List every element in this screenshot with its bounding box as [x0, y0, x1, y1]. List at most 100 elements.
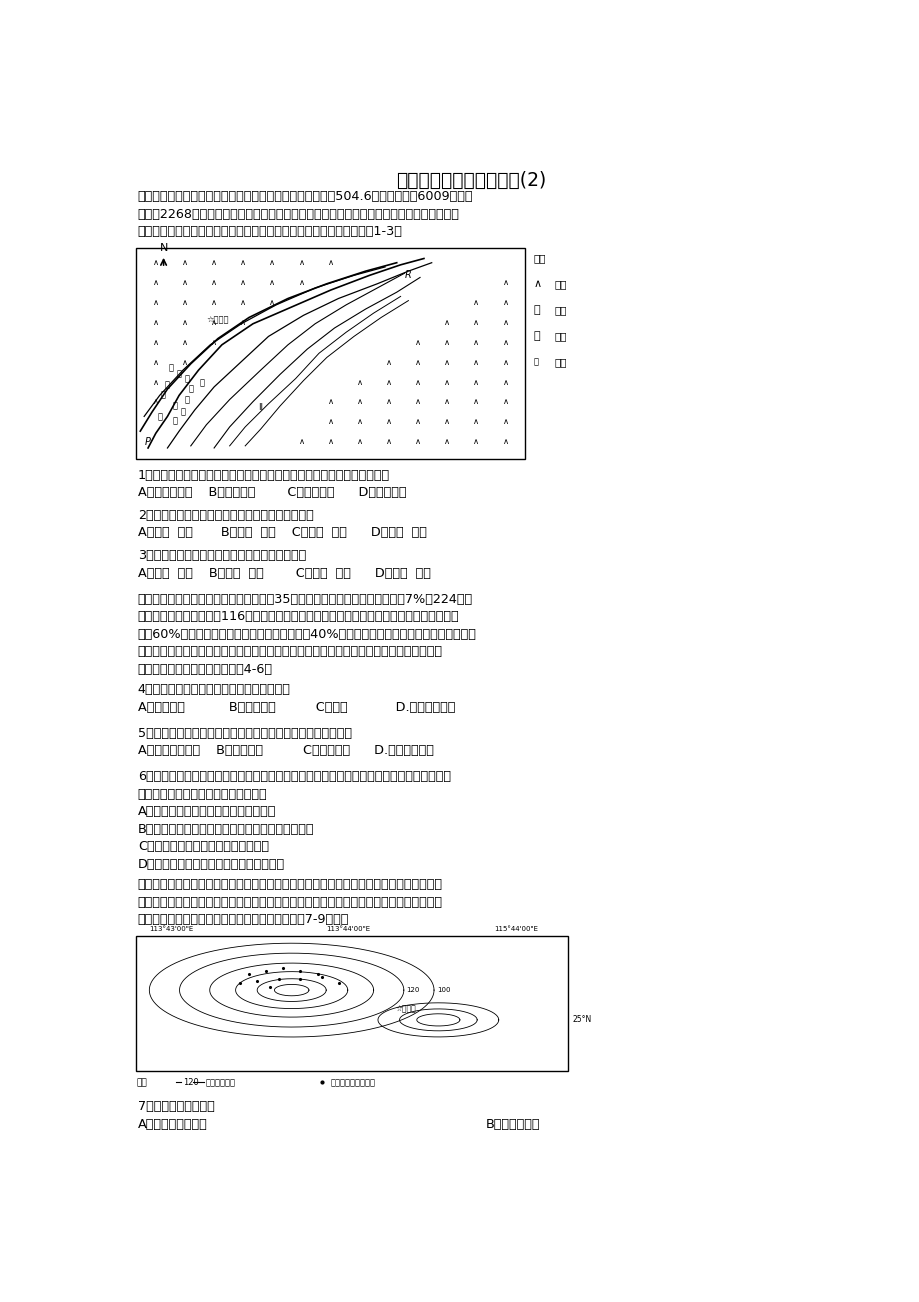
Text: ∧: ∧	[357, 437, 362, 447]
Text: 不少专家坦言，全球森林面积增加未必是好事，因为这表明受农业扩张驱动的森林砍伐会在: 不少专家坦言，全球森林面积增加未必是好事，因为这表明受农业扩张驱动的森林砍伐会在	[138, 646, 442, 659]
Text: ∧: ∧	[327, 258, 334, 267]
Text: ∧: ∧	[385, 397, 391, 406]
Text: 山地: 山地	[554, 279, 567, 289]
Text: 沙洲: 沙洲	[554, 331, 567, 341]
Text: ∧: ∧	[385, 417, 391, 426]
Text: 图例: 图例	[136, 1078, 147, 1087]
Text: ⌢: ⌢	[161, 391, 166, 400]
Text: ∧: ∧	[502, 279, 508, 288]
Text: ∧: ∧	[385, 358, 391, 367]
Text: ∧: ∧	[182, 358, 187, 367]
Text: A．温带落叶阔叶林: A．温带落叶阔叶林	[138, 1118, 208, 1131]
Text: ∧: ∧	[269, 258, 275, 267]
Text: ∧: ∧	[182, 298, 187, 307]
Text: ∧: ∧	[472, 298, 479, 307]
Text: ∧: ∧	[298, 437, 304, 447]
Text: ∧: ∧	[182, 258, 187, 267]
Text: 丹霞山地处南岭山脉中段南麓，丹霞梧桐是多年生小乔木，属国家珍稀濒危保护植物，每年: 丹霞山地处南岭山脉中段南麓，丹霞梧桐是多年生小乔木，属国家珍稀濒危保护植物，每年	[138, 879, 442, 892]
Text: ∧: ∧	[269, 298, 275, 307]
Text: 方公里，裸地覆盖减少了116万平方公里，这些变化主要集中在山区、温带以及亚热带地区。: 方公里，裸地覆盖减少了116万平方公里，这些变化主要集中在山区、温带以及亚热带地…	[138, 611, 459, 624]
Text: ∧: ∧	[502, 397, 508, 406]
Text: ∧: ∧	[153, 298, 159, 307]
Text: ∧: ∧	[414, 397, 421, 406]
Text: A．夏季  冬季    B．夏季  春季        C．冬季  冬季      D．春季  夏季: A．夏季 冬季 B．夏季 春季 C．冬季 冬季 D．春季 夏季	[138, 566, 430, 579]
Text: ∧: ∧	[357, 397, 362, 406]
Text: ∧: ∧	[385, 378, 391, 387]
Text: R: R	[404, 271, 412, 280]
Text: 113°43'00"E: 113°43'00"E	[149, 926, 193, 932]
Text: ∧: ∧	[298, 258, 304, 267]
Text: II: II	[258, 404, 263, 413]
Text: 青藏高原南侧的雅鲁藏布大峡谷是地球上最深的峡谷，全长504.6千米，最深处6009米，平: 青藏高原南侧的雅鲁藏布大峡谷是地球上最深的峡谷，全长504.6千米，最深处600…	[138, 190, 472, 203]
Text: ∧: ∧	[472, 337, 479, 346]
Text: 100: 100	[437, 987, 450, 993]
Text: ⌢: ⌢	[180, 408, 186, 417]
Text: 120: 120	[406, 987, 420, 993]
Text: ∧: ∧	[327, 437, 334, 447]
Text: 图例: 图例	[533, 253, 546, 263]
Text: ∧: ∧	[327, 397, 334, 406]
Text: 2．图中宽谷形成所对应的岩性及所受的外力作用是: 2．图中宽谷形成所对应的岩性及所受的外力作用是	[138, 509, 313, 522]
Text: 美国马里兰大学的研究人员发现，在过去35年间，全球的林木树冠覆盖增加了7%或224万平: 美国马里兰大学的研究人员发现，在过去35年间，全球的林木树冠覆盖增加了7%或22…	[138, 592, 472, 605]
Text: 3．宽谷中沙洲及南岸沙丘增长最快的季节分别是: 3．宽谷中沙洲及南岸沙丘增长最快的季节分别是	[138, 549, 306, 562]
Text: C．热带地区毁林开荒的经济效益低下: C．热带地区毁林开荒的经济效益低下	[138, 840, 268, 853]
Text: 6．对「全球森林面积增加未必是好事，因为这表明受农业扩张驱动的森林砍伐会在热带地区: 6．对「全球森林面积增加未必是好事，因为这表明受农业扩张驱动的森林砍伐会在热带地…	[138, 769, 450, 783]
Text: ∧: ∧	[269, 279, 275, 288]
Text: ☆正确云: ☆正确云	[395, 1005, 415, 1013]
Text: ∧: ∧	[444, 378, 449, 387]
Text: 等高线（米）: 等高线（米）	[205, 1078, 235, 1087]
Text: 布江某段（自西南流向东北）河谷及周边地貌图。阅读图文材料，完成1-3题: 布江某段（自西南流向东北）河谷及周边地貌图。阅读图文材料，完成1-3题	[138, 225, 403, 238]
Text: ⌢: ⌢	[165, 380, 170, 389]
Text: 5．下列地区中，森林覆盖率上升受气候变化因素影响最小的是: 5．下列地区中，森林覆盖率上升受气候变化因素影响最小的是	[138, 727, 351, 740]
Text: ⌢: ⌢	[169, 363, 174, 372]
Text: ⌢: ⌢	[199, 378, 205, 387]
Text: ∧: ∧	[240, 258, 246, 267]
Text: B．热带季雨林: B．热带季雨林	[485, 1118, 539, 1131]
Text: ∧: ∧	[153, 279, 159, 288]
Text: ∧: ∧	[240, 318, 246, 327]
Text: 115°44'00"E: 115°44'00"E	[494, 926, 538, 932]
Text: A．退耕还林           B．围栏放牧          C．弃耕            D.调整农业结构: A．退耕还林 B．围栏放牧 C．弃耕 D.调整农业结构	[138, 700, 455, 713]
Text: 越来越突出。」这一句话的正确理解是: 越来越突出。」这一句话的正确理解是	[138, 788, 267, 801]
Text: ☆正确云: ☆正确云	[206, 315, 229, 324]
Text: ∧: ∧	[414, 417, 421, 426]
Text: ∧: ∧	[210, 337, 217, 346]
Text: ∧: ∧	[153, 397, 159, 406]
Text: A．坚硬  下蚀       B．坚硬  侧蚀    C．松软  下蚀      D．松软  侧蚀: A．坚硬 下蚀 B．坚硬 侧蚀 C．松软 下蚀 D．松软 侧蚀	[138, 526, 426, 539]
Text: 113°44'00"E: 113°44'00"E	[326, 926, 370, 932]
Text: P: P	[145, 436, 151, 447]
Text: ⌢: ⌢	[173, 401, 177, 410]
Text: 25°N: 25°N	[572, 1016, 591, 1025]
Text: ∧: ∧	[472, 417, 479, 426]
Text: ⌢: ⌢	[173, 417, 177, 426]
Text: A．热带雨林的生态效益远优于其他森林: A．热带雨林的生态效益远优于其他森林	[138, 805, 276, 818]
Text: ⌢: ⌢	[184, 374, 189, 383]
Text: ⌢: ⌢	[157, 411, 162, 421]
Text: ∧: ∧	[444, 337, 449, 346]
Text: ∧: ∧	[444, 417, 449, 426]
Text: ∧: ∧	[153, 378, 159, 387]
Text: 〜: 〜	[533, 305, 539, 315]
Text: ∧: ∧	[533, 279, 541, 289]
Text: A．半干旱气候区    B．高纬地区          C．高山地区      D.亚热带季风区: A．半干旱气候区 B．高纬地区 C．高山地区 D.亚热带季风区	[138, 745, 433, 758]
Text: 沙丘: 沙丘	[554, 357, 567, 367]
Text: ⌢: ⌢	[188, 384, 193, 393]
Text: ∧: ∧	[414, 337, 421, 346]
Text: ∧: ∧	[444, 437, 449, 447]
Text: 热带地区越来越突出。据此完成4-6题: 热带地区越来越突出。据此完成4-6题	[138, 663, 273, 676]
Text: 夏初开紫花，秋季叶子变黄。某科考小组调查发现，丹霞梧桐在该地主要分布崖壁上。下图: 夏初开紫花，秋季叶子变黄。某科考小组调查发现，丹霞梧桐在该地主要分布崖壁上。下图	[138, 896, 442, 909]
Text: ∧: ∧	[210, 298, 217, 307]
Text: ∧: ∧	[502, 437, 508, 447]
Text: 7．当地的优势植被是: 7．当地的优势植被是	[138, 1100, 214, 1113]
Text: ∧: ∧	[502, 378, 508, 387]
Text: ∧: ∧	[472, 397, 479, 406]
Text: ∧: ∧	[357, 417, 362, 426]
Text: ∧: ∧	[444, 318, 449, 327]
Text: ∧: ∧	[414, 358, 421, 367]
Text: 均深度2268米。受沿途岩性（软硬程度）的影响，宽谷与峡谷相间分布，下图所示为雅鲁藏: 均深度2268米。受沿途岩性（软硬程度）的影响，宽谷与峡谷相间分布，下图所示为雅…	[138, 208, 460, 221]
Text: ∧: ∧	[240, 279, 246, 288]
Text: ∧: ∧	[153, 337, 159, 346]
Text: ∧: ∧	[182, 337, 187, 346]
Text: 高二下期期末复习地理卷(2): 高二下期期末复习地理卷(2)	[396, 172, 546, 190]
Text: ∧: ∧	[357, 378, 362, 387]
